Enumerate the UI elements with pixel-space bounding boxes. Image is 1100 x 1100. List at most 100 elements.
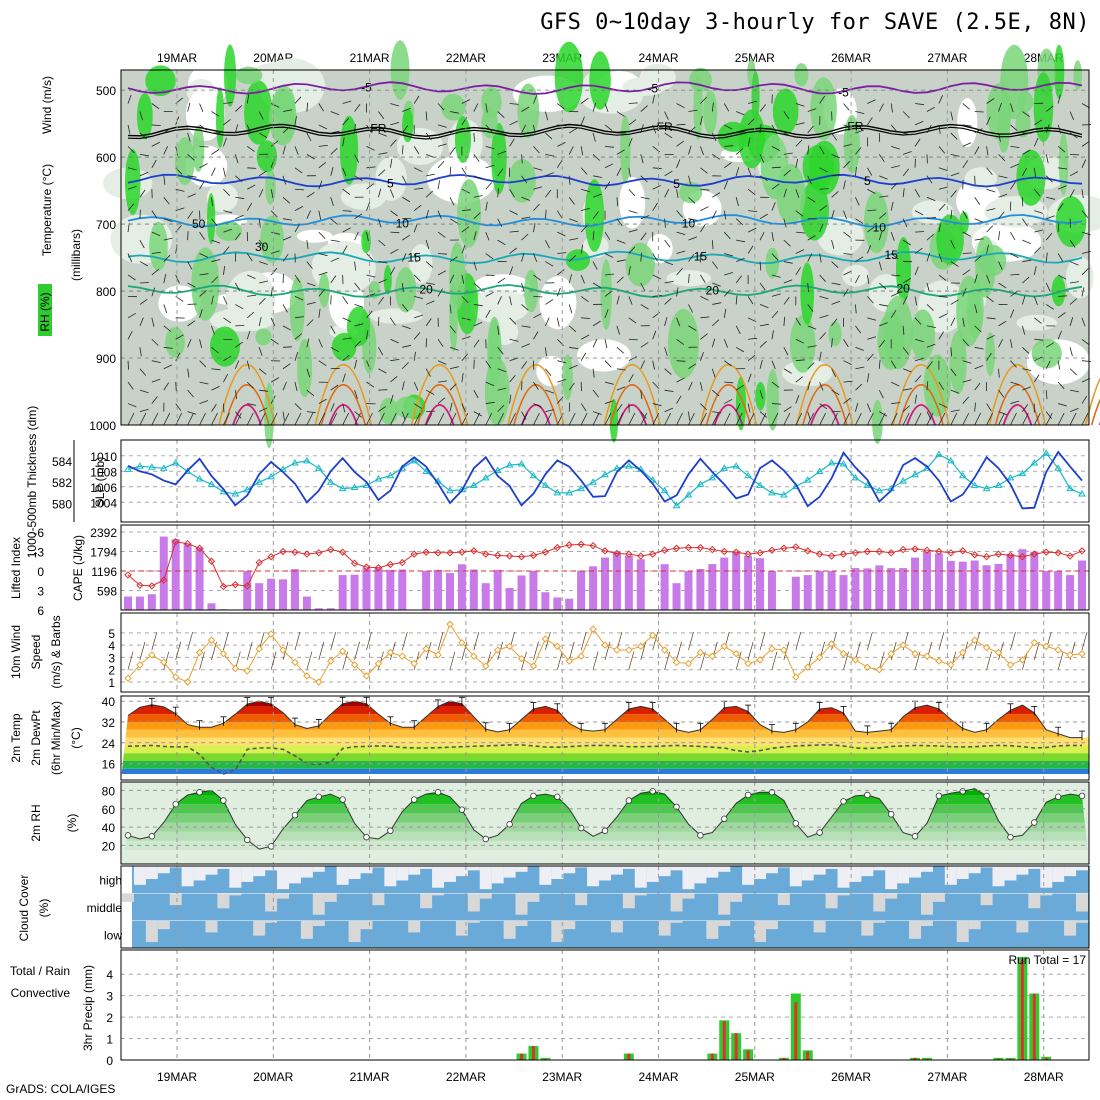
wind-barb (640, 124, 644, 134)
wind-barb (497, 168, 504, 177)
wind-barb (521, 216, 531, 220)
precip-conv-bar (782, 1057, 786, 1060)
wind-barb (1069, 261, 1079, 266)
lifted-index-point (255, 558, 263, 567)
precip-conv-bar (722, 1021, 726, 1060)
lifted-index-point (839, 550, 848, 558)
wind-barb (389, 189, 395, 198)
rh-moist-patch (379, 397, 399, 425)
legend-total-rain: Total / Rain (10, 964, 70, 978)
cloud-clear-cell (527, 893, 540, 902)
rh-ylabel-1: 2m RH (29, 804, 43, 841)
surface-wind-barb (1033, 641, 1040, 660)
cape-bar (911, 557, 920, 610)
wind-speed-point (613, 646, 621, 654)
lifted-index-point (1042, 548, 1050, 556)
rh-point (291, 811, 299, 819)
rh-tick-label: 20 (102, 839, 116, 853)
lifted-index-point (827, 552, 836, 560)
wind-barb (831, 209, 835, 219)
wind-barb (914, 394, 917, 404)
wind-barb (938, 146, 946, 154)
wind-barb (556, 210, 563, 219)
lifted-index-point (565, 541, 573, 549)
wind-barb (211, 386, 220, 391)
wind-barb (914, 103, 925, 106)
cloud-clear-cell (885, 893, 898, 899)
cloud-clear-cell (658, 920, 671, 936)
cloud-clear-cell (217, 893, 230, 909)
lifted-index-point (708, 545, 717, 554)
rh-moist-patch (1033, 72, 1054, 143)
wind-barb (914, 266, 919, 276)
wind-barb (640, 411, 647, 419)
wind-barb (795, 249, 805, 254)
cloud-clear-cell (610, 866, 623, 875)
wind-barb (461, 296, 469, 304)
surface-wind-barb (568, 641, 575, 660)
wind-barb (258, 188, 264, 198)
thickness-point (302, 456, 311, 464)
wind-barb (151, 141, 160, 147)
lifted-index-point (422, 548, 430, 556)
surface-wind-barb (366, 631, 372, 651)
wind-barb (938, 253, 943, 263)
wind-speed-point (183, 678, 192, 686)
cloud-clear-cell (968, 866, 981, 874)
rh-point (911, 833, 919, 840)
wind-speed-point (827, 640, 836, 648)
date-label-bottom: 27MAR (927, 1070, 967, 1084)
wind-speed-point (446, 620, 454, 628)
cape-bar (577, 571, 586, 610)
thickness-point (314, 464, 323, 471)
cloud-clear-cell (610, 920, 623, 933)
wind-barb (938, 295, 948, 298)
wind-barb (759, 261, 762, 271)
surface-wind-barb (139, 641, 146, 660)
wind-barb (890, 309, 897, 319)
wind-barb (748, 337, 758, 340)
isotherm-30 (609, 384, 655, 426)
rh-moist-patch (255, 328, 272, 346)
wind-barb (819, 296, 829, 300)
wind-barb (282, 304, 288, 313)
surface-wind-barb (556, 651, 563, 670)
cape-bar (803, 575, 812, 610)
wind-speed-point (315, 678, 323, 686)
wind-barb (938, 124, 941, 134)
cloud-clear-cell (563, 866, 576, 874)
wind-barb (569, 364, 578, 370)
wind-barb (509, 210, 518, 215)
wind-barb-surface (294, 412, 302, 426)
wind-speed-point (291, 658, 299, 667)
cape-bar (887, 568, 896, 610)
thickness-point (660, 486, 669, 494)
surface-wind-barb (616, 631, 623, 651)
wind-barb (366, 183, 374, 190)
wind-barb (748, 210, 758, 212)
wind-barb (748, 100, 757, 104)
isotherm-35 (1002, 404, 1033, 426)
wind-barb (1010, 290, 1018, 297)
wind-barb (712, 302, 722, 305)
wind-barb (640, 215, 650, 220)
wind-barb (151, 396, 158, 404)
wind-barb (914, 138, 921, 147)
rh-moist-patch (985, 332, 996, 377)
wind-barb (1010, 181, 1016, 190)
wind-speed-point (1018, 656, 1027, 664)
wind-barb (1022, 218, 1028, 227)
cloud-clear-cell (1016, 866, 1029, 875)
wind-barb (557, 252, 567, 254)
pressure-tick-label: 800 (96, 285, 116, 299)
lifted-index-line (127, 541, 1083, 588)
cape-bar (636, 559, 645, 610)
wind-barb (449, 304, 452, 314)
wind-barb-surface (366, 412, 373, 426)
wind-barb (700, 206, 709, 212)
wind-barb (330, 325, 336, 334)
li-tick-label: 0 (37, 565, 44, 579)
wind-barb (1069, 408, 1079, 412)
wind-barb (413, 274, 421, 282)
wind-barb (330, 346, 339, 353)
